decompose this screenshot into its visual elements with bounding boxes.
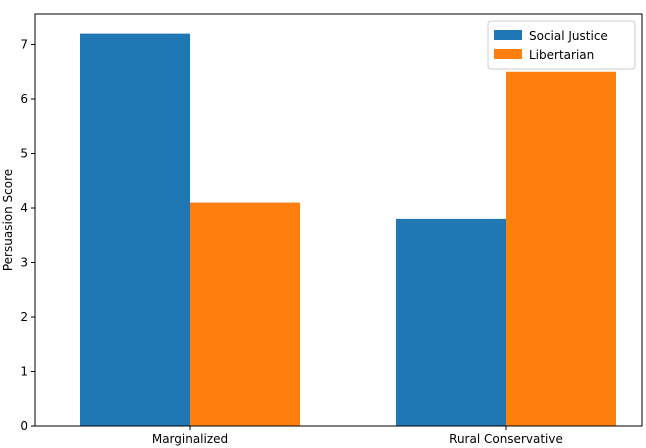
bar-libertarian-marginalized [190,202,300,426]
y-tick-label: 4 [20,201,28,215]
legend: Social Justice Libertarian [487,20,636,70]
y-tick-label: 3 [20,256,28,270]
bar-libertarian-rural-conservative [506,71,616,426]
legend-swatch-social-justice [494,30,522,40]
y-tick-label: 2 [20,310,28,324]
bars-group [80,33,616,426]
y-tick-label: 6 [20,92,28,106]
y-tick-label: 0 [20,419,28,433]
plot-frame [34,13,643,427]
y-tick-label: 7 [20,38,28,52]
y-axis: 0 1 2 3 4 5 6 7 [20,38,35,433]
x-tick-label-marginalized: Marginalized [152,432,228,446]
legend-box [487,20,636,70]
y-axis-label: Persuasion Score [1,169,15,271]
bar-social-justice-marginalized [80,33,190,426]
legend-label-social-justice: Social Justice [529,29,608,43]
y-tick-label: 1 [20,365,28,379]
y-tick-label: 5 [20,147,28,161]
x-tick-label-rural-conservative: Rural Conservative [449,432,563,446]
legend-label-libertarian: Libertarian [529,48,594,62]
x-axis: Marginalized Rural Conservative [152,426,563,446]
legend-swatch-libertarian [494,49,522,59]
bar-social-justice-rural-conservative [396,218,506,426]
